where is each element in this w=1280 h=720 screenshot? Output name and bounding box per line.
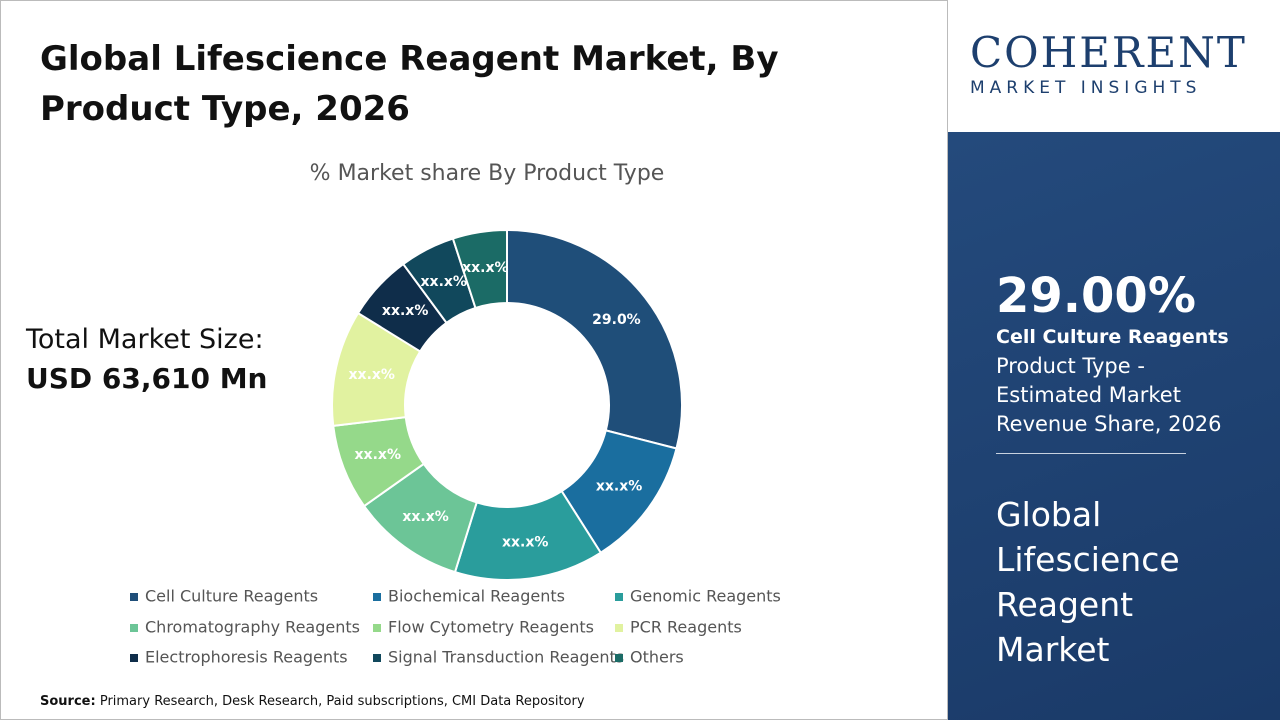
- data-label: 29.0%: [592, 312, 641, 328]
- legend-swatch: [615, 593, 623, 601]
- legend-label: Electrophoresis Reagents: [145, 648, 348, 667]
- data-label: xx.x%: [502, 534, 548, 550]
- legend-label: Others: [630, 648, 684, 667]
- legend-label: Chromatography Reagents: [145, 618, 360, 637]
- legend-swatch: [373, 624, 381, 632]
- chart-title: Global Lifescience Reagent Market, By Pr…: [40, 39, 779, 129]
- data-label: xx.x%: [382, 303, 428, 319]
- logo-name: COHERENT: [970, 28, 1247, 77]
- logo-tagline: MARKET INSIGHTS: [970, 78, 1202, 98]
- data-label: xx.x%: [355, 447, 401, 463]
- highlight-segment: Cell Culture Reagents: [996, 326, 1229, 348]
- data-label: xx.x%: [596, 478, 642, 494]
- legend-label: Signal Transduction Reagents: [388, 648, 624, 667]
- legend-label: PCR Reagents: [630, 618, 742, 637]
- data-label: xx.x%: [462, 260, 508, 276]
- total-label: Total Market Size:: [26, 324, 264, 355]
- total-value: USD 63,610 Mn: [26, 362, 268, 395]
- donut-segment: [451, 228, 508, 310]
- donut-segment: [506, 228, 683, 450]
- legend-label: Biochemical Reagents: [388, 587, 565, 606]
- legend-label: Genomic Reagents: [630, 587, 781, 606]
- market-name: Global Lifescience Reagent Market: [996, 495, 1180, 669]
- legend-swatch: [373, 593, 381, 601]
- legend-swatch: [615, 624, 623, 632]
- source-text: Primary Research, Desk Research, Paid su…: [99, 694, 585, 709]
- legend-label: Cell Culture Reagents: [145, 587, 318, 606]
- highlight-description: Product Type - Estimated Market Revenue …: [996, 354, 1222, 436]
- logo-box: COHERENT MARKET INSIGHTS: [948, 0, 1280, 132]
- source-label: Source:: [40, 694, 96, 709]
- chart-subtitle: % Market share By Product Type: [310, 161, 665, 186]
- legend-swatch: [373, 654, 381, 662]
- legend-swatch: [130, 624, 138, 632]
- chart: % Market share By Product Type 29.0% xx.x…: [130, 161, 781, 667]
- divider: [996, 453, 1186, 454]
- data-label: xx.x%: [402, 509, 448, 525]
- data-label: xx.x%: [421, 274, 467, 290]
- source: Source: Primary Research, Desk Research,…: [40, 694, 585, 709]
- side-panel: 29.00% Cell Culture Reagents Product Typ…: [948, 132, 1280, 720]
- data-label: xx.x%: [349, 367, 395, 383]
- legend-swatch: [615, 654, 623, 662]
- highlight-value: 29.00%: [996, 268, 1196, 324]
- legend-swatch: [130, 654, 138, 662]
- legend-swatch: [130, 593, 138, 601]
- legend-label: Flow Cytometry Reagents: [388, 618, 594, 637]
